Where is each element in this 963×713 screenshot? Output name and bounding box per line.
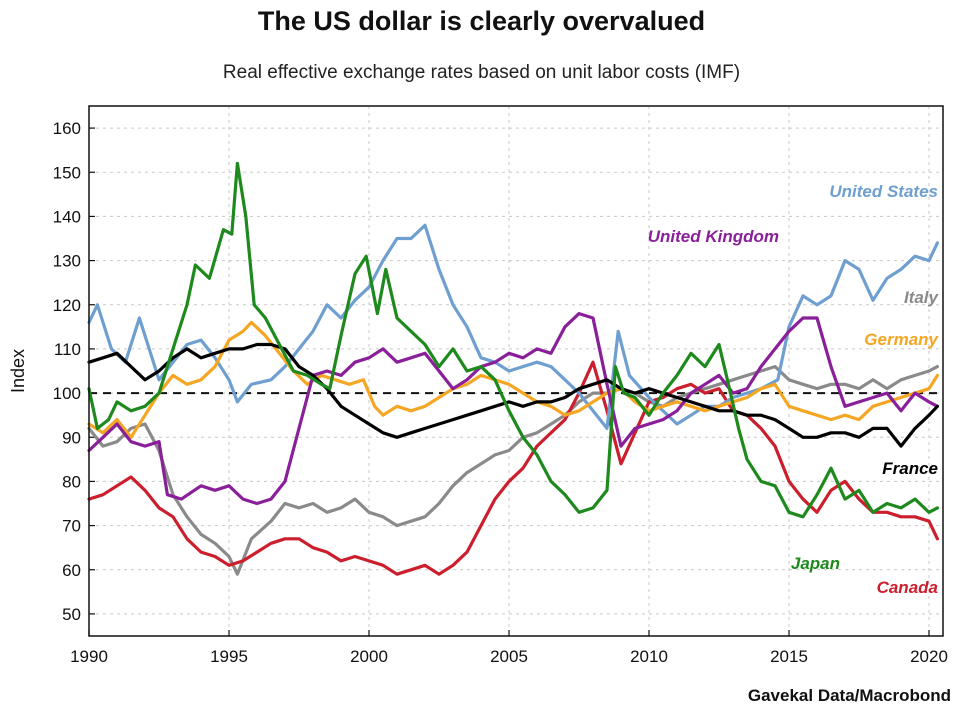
x-tick-label: 2005 (490, 647, 528, 666)
series-label-united-kingdom: United Kingdom (648, 227, 779, 246)
x-tick-label: 2010 (630, 647, 668, 666)
y-tick-label: 90 (62, 428, 81, 447)
y-tick-label: 140 (53, 207, 81, 226)
y-tick-label: 120 (53, 296, 81, 315)
x-tick-label: 1995 (210, 647, 248, 666)
series-line-germany (87, 320, 939, 439)
y-axis-ticks: 50 60 70 80 90 100 110 120 130 140 150 160 (53, 119, 95, 624)
series-lines (87, 161, 939, 576)
y-tick-label: 50 (62, 605, 81, 624)
plot-frame (88, 105, 944, 637)
y-tick-label: 80 (62, 472, 81, 491)
series-line-italy (87, 365, 939, 576)
series-label-germany: Germany (864, 330, 939, 349)
chart-title: The US dollar is clearly overvalued (257, 6, 706, 36)
x-tick-label: 2015 (770, 647, 808, 666)
series-labels: United States United Kingdom Italy Germany F… (648, 182, 940, 597)
x-tick-label: 2000 (350, 647, 388, 666)
y-tick-label: 160 (53, 119, 81, 138)
y-tick-label: 110 (54, 340, 81, 359)
y-tick-label: 130 (53, 252, 81, 271)
y-tick-label: 150 (53, 163, 81, 182)
chart-subtitle: Real effective exchange rates based on u… (222, 62, 741, 83)
series-label-italy: Italy (904, 288, 940, 307)
source-note: Gavekal Data/Macrobond (747, 686, 951, 705)
y-axis-label: Index (8, 349, 28, 393)
series-line-japan (87, 161, 939, 519)
x-axis-ticks: 1990 1995 2000 2005 2010 2015 2020 (70, 630, 948, 666)
series-label-japan: Japan (791, 554, 840, 573)
y-tick-label: 100 (53, 384, 81, 403)
series-line-france (87, 342, 939, 448)
series-line-united-states (87, 223, 939, 430)
series-label-canada: Canada (877, 578, 938, 597)
series-line-united-kingdom (87, 312, 939, 506)
series-label-united-states: United States (829, 182, 938, 201)
x-tick-label: 1990 (70, 647, 108, 666)
x-tick-label: 2020 (910, 647, 948, 666)
series-line-canada (87, 360, 939, 576)
y-tick-label: 70 (62, 517, 81, 536)
y-tick-label: 60 (62, 561, 81, 580)
series-label-france: France (882, 459, 938, 478)
